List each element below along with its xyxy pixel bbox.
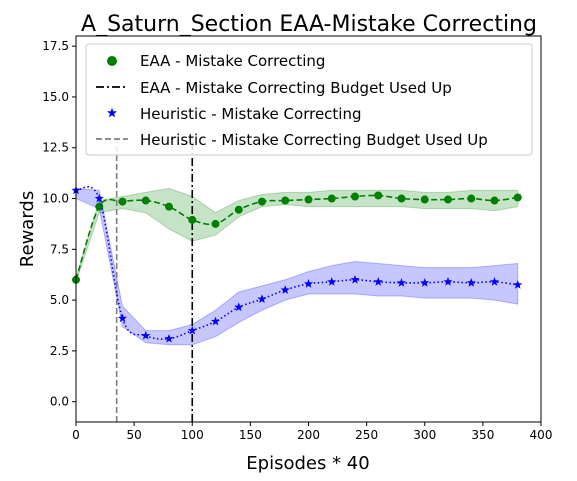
y-tick-label: 0.0 [50, 395, 69, 409]
y-tick-label: 12.5 [42, 141, 69, 155]
data-point-eaa-17 [467, 194, 476, 203]
data-point-heuristic-1 [94, 193, 104, 203]
x-tick-label: 100 [181, 428, 204, 442]
data-point-eaa-12 [351, 192, 359, 201]
confidence-band-heuristic [75, 187, 519, 346]
data-point-heuristic-2 [117, 313, 128, 323]
data-point-eaa-9 [281, 196, 290, 205]
data-point-heuristic-10 [303, 279, 314, 288]
data-point-heuristic-11 [327, 277, 337, 286]
legend: EAA - Mistake Correcting EAA - Mistake C… [85, 43, 533, 156]
x-tick-label: 0 [72, 428, 80, 442]
data-point-heuristic-3 [141, 330, 151, 340]
data-point-heuristic-14 [396, 278, 407, 287]
data-point-heuristic-17 [466, 278, 476, 287]
x-axis: 0 50 100 150 200 250 300 350 400 [72, 422, 552, 442]
series-line-heuristic [75, 186, 518, 340]
x-tick-label: 150 [239, 428, 262, 442]
data-point-heuristic-15 [420, 278, 430, 287]
x-tick-label: 50 [126, 428, 141, 442]
data-point-eaa-5 [188, 215, 197, 224]
data-point-eaa-15 [420, 195, 429, 204]
data-point-eaa-7 [234, 205, 243, 214]
legend-label-heuristic: Heuristic - Mistake Correcting [140, 105, 362, 123]
confidence-band-eaa [75, 187, 519, 282]
x-tick-label: 350 [471, 428, 494, 442]
data-point-heuristic-18 [489, 277, 500, 286]
legend-marker-heuristic [107, 107, 117, 118]
data-point-eaa-3 [141, 196, 150, 205]
legend-box [85, 43, 533, 156]
y-tick-label: 17.5 [42, 39, 69, 53]
data-point-eaa-19 [513, 193, 522, 202]
data-point-eaa-4 [165, 202, 173, 211]
data-point-eaa-13 [374, 191, 383, 200]
y-tick-label: 10.0 [42, 192, 69, 206]
y-axis-label: Rewards [17, 191, 38, 267]
x-axis-label: Episodes * 40 [246, 453, 369, 474]
x-tick-label: 250 [355, 428, 378, 442]
data-point-eaa-18 [490, 196, 499, 205]
data-point-heuristic-4 [164, 333, 174, 343]
y-axis: 0.0 2.5 5.0 7.5 10.0 12.5 15.0 17.5 [42, 39, 76, 409]
legend-label-eaa-budget: EAA - Mistake Correcting Budget Used Up [140, 79, 452, 97]
data-point-heuristic-7 [234, 302, 244, 312]
data-point-eaa-6 [211, 219, 220, 228]
data-point-eaa-14 [397, 194, 406, 203]
data-point-eaa-10 [304, 195, 313, 204]
data-point-heuristic-12 [350, 274, 360, 284]
y-tick-label: 15.0 [42, 90, 69, 104]
x-tick-label: 300 [413, 428, 436, 442]
data-point-heuristic-9 [280, 285, 290, 294]
data-point-eaa-2 [118, 197, 127, 206]
y-tick-label: 5.0 [50, 293, 69, 307]
y-tick-label: 2.5 [50, 344, 69, 358]
legend-label-eaa: EAA - Mistake Correcting [140, 52, 325, 70]
data-point-eaa-11 [327, 194, 336, 203]
y-tick-label: 7.5 [50, 242, 69, 256]
chart-title: A_Saturn_Section EAA-Mistake Correcting [81, 12, 537, 37]
x-tick-label: 200 [297, 428, 320, 442]
legend-markers [96, 56, 128, 140]
plot-content [71, 137, 523, 422]
x-tick-label: 400 [530, 428, 553, 442]
data-point-heuristic-13 [373, 277, 383, 286]
data-point-heuristic-19 [513, 280, 523, 289]
data-point-heuristic-8 [257, 294, 267, 303]
data-point-heuristic-5 [187, 325, 197, 335]
data-point-eaa-8 [258, 197, 266, 206]
data-point-eaa-16 [444, 195, 452, 204]
data-point-heuristic-6 [210, 316, 221, 326]
data-point-heuristic-16 [443, 277, 453, 286]
legend-label-heuristic-budget: Heuristic - Mistake Correcting Budget Us… [140, 131, 488, 149]
legend-marker-eaa [107, 56, 117, 66]
